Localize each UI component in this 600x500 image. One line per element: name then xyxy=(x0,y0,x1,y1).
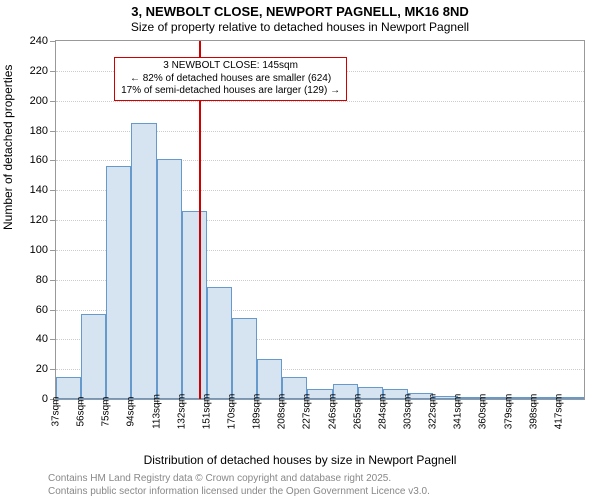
histogram-bar xyxy=(207,287,232,399)
y-tick-label: 40 xyxy=(36,333,48,345)
y-tick xyxy=(50,101,56,102)
y-tick-label: 160 xyxy=(30,154,48,166)
x-tick-label: 75sqm xyxy=(101,396,112,426)
y-tick-label: 180 xyxy=(30,125,48,137)
y-tick xyxy=(50,220,56,221)
y-tick xyxy=(50,250,56,251)
x-axis-label: Distribution of detached houses by size … xyxy=(0,453,600,467)
y-tick xyxy=(50,160,56,161)
gridline xyxy=(56,101,584,102)
chart-title-line2: Size of property relative to detached ho… xyxy=(0,20,600,34)
y-tick-label: 120 xyxy=(30,214,48,226)
y-tick xyxy=(50,71,56,72)
y-tick-label: 220 xyxy=(30,65,48,77)
x-tick-label: 417sqm xyxy=(553,394,564,430)
y-tick xyxy=(50,41,56,42)
y-tick-label: 140 xyxy=(30,184,48,196)
y-tick xyxy=(50,190,56,191)
x-tick-label: 379sqm xyxy=(503,394,514,430)
x-tick-label: 360sqm xyxy=(478,394,489,430)
footer-line2: Contains public sector information licen… xyxy=(48,486,430,497)
histogram-plot: 02040608010012014016018020022024037sqm56… xyxy=(55,40,585,400)
annotation-line3: 17% of semi-detached houses are larger (… xyxy=(121,85,340,98)
y-tick-label: 100 xyxy=(30,244,48,256)
annotation-line1: 3 NEWBOLT CLOSE: 145sqm xyxy=(121,60,340,73)
y-tick xyxy=(50,280,56,281)
y-tick-label: 60 xyxy=(36,304,48,316)
x-tick-label: 189sqm xyxy=(252,394,263,430)
x-tick-label: 303sqm xyxy=(403,394,414,430)
y-tick xyxy=(50,369,56,370)
chart-title-line1: 3, NEWBOLT CLOSE, NEWPORT PAGNELL, MK16 … xyxy=(0,4,600,19)
x-tick-label: 94sqm xyxy=(126,396,137,426)
histogram-bar xyxy=(157,159,182,399)
x-tick-label: 170sqm xyxy=(227,394,238,430)
histogram-bar xyxy=(81,314,106,399)
y-tick xyxy=(50,339,56,340)
x-tick-label: 341sqm xyxy=(453,394,464,430)
y-tick xyxy=(50,131,56,132)
y-tick-label: 240 xyxy=(30,35,48,47)
y-tick-label: 20 xyxy=(36,363,48,375)
x-tick-label: 398sqm xyxy=(528,394,539,430)
x-tick-label: 151sqm xyxy=(201,394,212,430)
x-tick-label: 113sqm xyxy=(151,394,162,429)
footer-line1: Contains HM Land Registry data © Crown c… xyxy=(48,473,391,484)
x-tick-label: 37sqm xyxy=(51,396,62,426)
histogram-bar xyxy=(131,123,156,399)
y-tick-label: 0 xyxy=(42,393,48,405)
x-tick-label: 265sqm xyxy=(352,394,363,430)
x-tick-label: 322sqm xyxy=(428,394,439,430)
annotation-line2: ← 82% of detached houses are smaller (62… xyxy=(121,73,340,86)
y-tick xyxy=(50,310,56,311)
histogram-bar xyxy=(106,166,131,399)
x-tick-label: 246sqm xyxy=(327,394,338,430)
y-tick-label: 80 xyxy=(36,274,48,286)
x-tick-label: 227sqm xyxy=(302,394,313,430)
x-tick-label: 132sqm xyxy=(176,394,187,430)
y-axis-label: Number of detached properties xyxy=(1,65,15,230)
x-tick-label: 284sqm xyxy=(377,394,388,430)
x-tick-label: 208sqm xyxy=(277,394,288,430)
histogram-bar xyxy=(232,318,257,399)
y-tick-label: 200 xyxy=(30,95,48,107)
x-tick-label: 56sqm xyxy=(76,396,87,426)
histogram-bar xyxy=(182,211,207,399)
marker-annotation-box: 3 NEWBOLT CLOSE: 145sqm ← 82% of detache… xyxy=(114,57,347,101)
